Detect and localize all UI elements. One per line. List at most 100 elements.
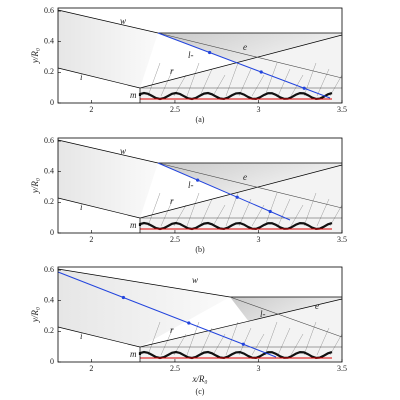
wall-region [58,140,158,218]
jet-boundary [138,221,333,231]
wave-line [225,192,239,227]
wave-line [251,74,265,97]
annotation: e [315,301,319,311]
y-tick-label: 0 [50,357,54,366]
annotation: r [170,325,174,335]
y-axis-label: y/R₀ [30,307,40,323]
plot-frame [57,266,343,363]
blue-line [157,162,291,221]
e-line [157,162,343,209]
wave-line [316,198,330,227]
x-tick-label: 3.5 [337,235,347,244]
wave-line [329,333,343,356]
wave-line [225,321,239,356]
wave-line [212,333,226,356]
wave-line [160,327,174,356]
wave-line [160,198,174,227]
wave-line [147,321,161,356]
y-tick-label: 0.6 [44,6,54,15]
annotation: e [243,172,247,182]
wave-line [290,333,304,356]
x-axis-label: x/R₀ [191,374,207,384]
wave-line [225,62,239,97]
y-axis-label: y/R₀ [30,178,40,194]
wave-line [264,62,278,97]
x-tick-label: 3 [256,105,260,114]
caption: (a) [196,115,205,124]
annotation: m [130,349,137,359]
r-line [139,34,343,89]
annotation: i [80,202,83,212]
blue-arrow [235,195,239,199]
wave-line [277,327,291,356]
x-tick-label: 2 [89,364,93,373]
x-tick-label: 2 [89,235,93,244]
annotation: w [120,146,126,156]
y-tick-label: 0.4 [44,37,54,46]
x-tick-label: 2 [89,105,93,114]
wave-line [238,327,252,356]
y-tick-label: 0.2 [44,326,54,335]
annotation: r [170,196,174,206]
w-line [57,139,159,164]
wave-line [303,192,317,227]
x-tick-label: 3.5 [337,105,347,114]
wave-line [199,68,213,97]
shear-region [140,299,342,362]
wave-line [238,68,252,97]
caption: (c) [196,387,205,396]
blue-arrow [121,295,125,300]
panel: 2 2.5 3 3.5 0 0.2 0.4 0.6 y/R₀ (b) w e l-i r m [30,136,347,254]
blue-arrow [268,209,272,214]
y-tick-label: 0.2 [44,197,54,206]
y-tick-label: 0.4 [44,296,54,305]
wave-line [238,198,252,227]
y-tick-label: 0.2 [44,67,54,76]
annotation: l- [188,180,194,190]
e-line [157,32,343,79]
blue-arrow [208,50,212,55]
panel: 2 2.5 3 3.5 0 0.2 0.4 0.6 y/R₀ (a) w e l-i r m [30,6,347,124]
y-tick-label: 0.6 [44,265,54,274]
wave-line [186,62,200,97]
wave-line [264,321,278,356]
w-line [57,268,231,298]
i-line [57,197,141,219]
annotation: i [80,72,83,82]
wave-line [199,198,213,227]
wave-line [251,333,265,356]
wave-line [303,62,317,97]
wave-line [277,198,291,227]
plot-frame [57,7,343,104]
plot-frame [57,137,343,234]
x-tick-label: 2.5 [170,364,180,373]
annotation: m [130,220,137,230]
wave-line [186,321,200,356]
annotation: e [243,42,247,52]
blue-arrow [302,86,306,90]
jet-boundary [138,350,333,360]
annotation: i [80,331,83,341]
wave-line [160,68,174,97]
wave-line [147,62,161,97]
wave-line [329,74,343,97]
x-tick-label: 2.5 [170,235,180,244]
blue-arrow [241,342,245,346]
blue-arrow [187,321,191,325]
blue-arrow [196,178,200,182]
wave-line [290,204,304,227]
blue-line [57,271,277,358]
annotation: l- [188,50,194,60]
jet-boundary [138,91,333,101]
annotation: m [130,90,137,100]
blue-line [157,32,331,99]
wave-line [186,192,200,227]
wave-line [212,204,226,227]
e-line [229,296,343,338]
annotation: w [192,275,198,285]
wave-line [316,327,330,356]
x-tick-label: 2.5 [170,105,180,114]
wave-line [212,74,226,97]
blue-arrow [259,70,263,74]
